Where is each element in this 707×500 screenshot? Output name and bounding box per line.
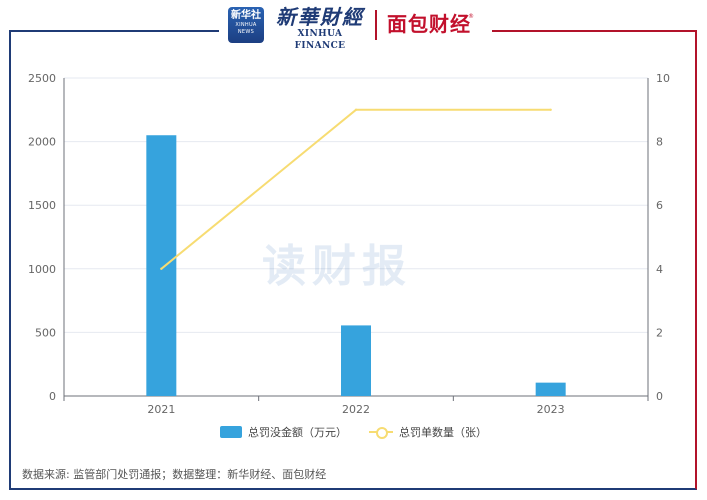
x-tick-label: 2023 — [537, 403, 565, 416]
y-left-tick-label: 0 — [49, 390, 56, 403]
chart-frame — [9, 30, 697, 490]
x-tick-label: 2021 — [147, 403, 175, 416]
legend-bar-swatch — [220, 426, 242, 438]
x-tick-label: 2022 — [342, 403, 370, 416]
legend: 总罚没金额（万元） 总罚单数量（张） — [220, 424, 509, 440]
legend-item-amount[interactable]: 总罚没金额（万元） — [220, 424, 347, 440]
frame-top-left-line — [9, 30, 219, 32]
mianbao-finance-text: 面包财经 — [387, 12, 471, 36]
y-left-tick-label: 2500 — [28, 72, 56, 85]
y-right-tick-label: 2 — [656, 326, 663, 339]
line-series — [160, 108, 552, 270]
y-left-tick-label: 2000 — [28, 136, 56, 149]
source-note: 数据来源: 监管部门处罚通报；数据整理：新华财经、面包财经 — [22, 468, 327, 481]
xinhua-finance-cn: 新華財經 — [276, 5, 364, 29]
xinhua-finance-en: XINHUA FINANCE — [294, 29, 346, 51]
bar-2022 — [341, 325, 371, 396]
legend-label-amount: 总罚没金额（万元） — [248, 426, 347, 439]
y-left-tick-label: 1000 — [28, 263, 56, 276]
y-right-tick-label: 10 — [656, 72, 670, 85]
point-2022 — [354, 108, 358, 112]
y-right-tick-label: 0 — [656, 390, 663, 403]
legend-label-count: 总罚单数量（张） — [399, 426, 487, 439]
point-2023 — [549, 108, 552, 112]
xinhua-news-logo: 新华社 XINHUA NEWS — [228, 7, 264, 43]
watermark-text: 读财报 — [262, 241, 412, 292]
y-left-tick-label: 1500 — [28, 199, 56, 212]
brand-separator — [375, 10, 377, 40]
logo-text-en: XINHUA NEWS — [235, 22, 257, 35]
y-right-tick-label: 8 — [656, 136, 663, 149]
xinhua-finance-logo: 新華財經 XINHUA FINANCE — [274, 6, 366, 52]
logo-text-cn: 新华社 — [231, 10, 261, 21]
frame-top-right-line — [492, 30, 697, 32]
mianbao-finance-logo: 面包财经 ® — [387, 12, 474, 36]
bar-2023 — [535, 382, 566, 396]
y-right-tick-label: 4 — [656, 263, 663, 276]
y-left-tick-label: 500 — [35, 326, 56, 339]
tick-labels: 0 500 1000 1500 2000 2500 0 2 4 6 8 10 2021 2022 2023 — [28, 72, 670, 416]
bar-series — [146, 135, 566, 397]
registered-mark: ® — [468, 13, 475, 20]
legend-item-count[interactable]: 总罚单数量（张） — [369, 424, 487, 440]
legend-line-swatch — [369, 426, 393, 439]
point-2021 — [160, 267, 163, 270]
bar-2021 — [146, 135, 177, 397]
y-right-tick-label: 6 — [656, 199, 663, 212]
